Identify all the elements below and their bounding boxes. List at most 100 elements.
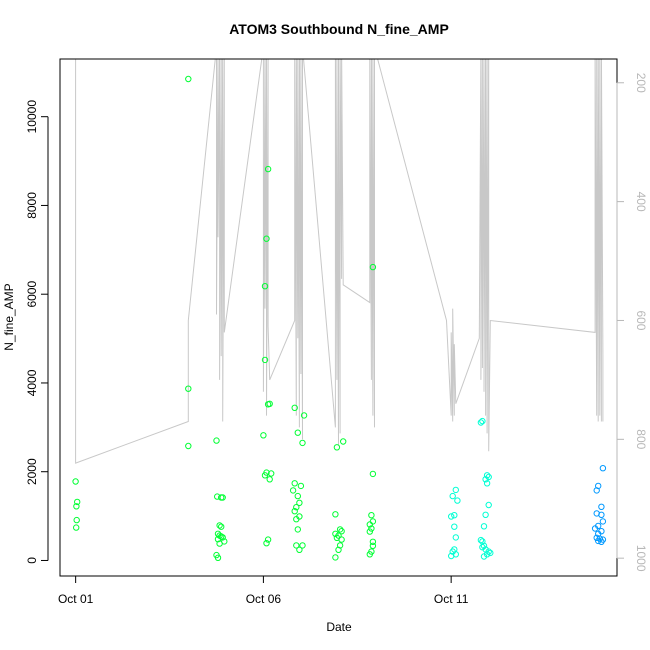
data-point — [368, 525, 375, 532]
data-point — [369, 538, 377, 545]
data-point — [185, 385, 192, 392]
data-point — [293, 504, 300, 511]
data-point — [73, 524, 80, 531]
data-point — [72, 478, 79, 485]
data-point — [264, 401, 272, 408]
data-point — [449, 492, 456, 500]
depth-track-line — [75, 59, 604, 464]
right-tick-label: 1000 — [634, 545, 648, 572]
data-point — [293, 542, 300, 549]
data-point — [591, 525, 599, 532]
x-tick-label: Oct 01 — [58, 592, 94, 606]
data-point — [599, 465, 607, 472]
data-point — [264, 536, 272, 543]
data-point — [368, 512, 375, 519]
data-point — [366, 551, 373, 558]
x-tick-label: Oct 11 — [434, 592, 469, 606]
data-point — [366, 521, 373, 528]
data-point — [263, 235, 270, 242]
data-point — [454, 497, 461, 504]
data-point — [296, 499, 303, 506]
data-point — [477, 419, 485, 426]
data-point — [332, 511, 339, 518]
data-point — [338, 536, 345, 543]
data-point — [297, 482, 305, 490]
right-axis: 200 400 600 800 1000 — [616, 73, 648, 572]
data-point — [366, 528, 373, 535]
data-point — [598, 511, 605, 518]
data-point — [332, 530, 339, 537]
y-tick-label: 6000 — [25, 281, 39, 308]
y-tick-label: 0 — [25, 557, 39, 564]
series-2 — [591, 465, 607, 545]
data-point — [451, 512, 458, 519]
data-point — [480, 542, 488, 549]
data-point — [261, 356, 269, 364]
right-tick-label: 600 — [634, 310, 648, 330]
data-point — [213, 437, 220, 444]
data-point — [73, 503, 80, 510]
data-point — [289, 487, 297, 494]
data-point — [452, 534, 459, 541]
data-point — [216, 522, 223, 529]
data-point — [369, 518, 377, 525]
x-axis-label: Date — [326, 620, 352, 634]
data-point — [299, 542, 306, 549]
data-point — [261, 472, 269, 479]
data-point — [451, 523, 458, 530]
data-point — [261, 283, 269, 290]
data-point — [595, 537, 602, 545]
x-tick-label: Oct 06 — [246, 592, 282, 606]
data-point — [291, 480, 298, 487]
data-point — [593, 534, 600, 541]
data-point — [73, 516, 80, 524]
data-point — [266, 476, 273, 483]
data-point — [218, 523, 225, 530]
data-point — [74, 498, 81, 506]
right-tick-label: 200 — [634, 73, 648, 93]
data-point — [335, 546, 342, 553]
y-tick-label: 10000 — [25, 100, 39, 134]
data-point — [593, 487, 600, 494]
data-point — [369, 542, 377, 549]
right-tick-label: 400 — [634, 192, 648, 212]
data-point — [448, 513, 455, 520]
data-point — [291, 404, 298, 411]
data-point — [483, 472, 491, 479]
data-point — [263, 540, 270, 547]
data-point — [477, 536, 485, 544]
data-point — [485, 501, 492, 509]
data-point — [480, 523, 488, 530]
data-point — [296, 546, 303, 553]
data-point — [219, 494, 226, 501]
data-point — [299, 439, 306, 447]
data-point — [479, 417, 486, 425]
x-axis: Oct 01 Oct 06 Oct 11 — [58, 575, 469, 606]
data-point — [369, 470, 377, 478]
data-point — [294, 429, 301, 436]
right-tick-label: 800 — [634, 429, 648, 449]
data-point — [333, 444, 341, 451]
data-point — [294, 492, 301, 500]
chart-title: ATOM3 Southbound N_fine_AMP — [229, 21, 449, 37]
data-point — [480, 553, 488, 560]
series-0 — [72, 75, 377, 561]
data-point — [487, 549, 494, 557]
data-point — [260, 432, 267, 439]
data-point — [452, 486, 459, 494]
data-point — [483, 480, 491, 487]
data-point — [185, 75, 192, 83]
data-point — [214, 554, 222, 561]
data-point — [268, 470, 275, 477]
data-point — [338, 528, 345, 535]
data-point — [598, 538, 605, 545]
data-point — [300, 412, 308, 419]
y-tick-label: 8000 — [25, 192, 39, 219]
y-axis: 0 2000 4000 6000 8000 10000 — [25, 100, 49, 564]
data-point — [599, 518, 607, 525]
data-point — [448, 552, 455, 560]
data-point — [185, 442, 192, 450]
data-point — [482, 511, 489, 518]
data-point — [336, 526, 344, 533]
